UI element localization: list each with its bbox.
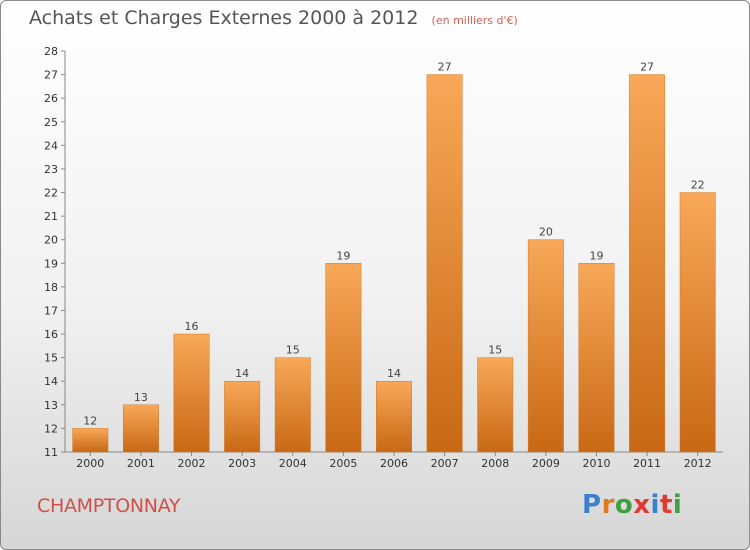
x-tick-label: 2006 <box>380 457 408 470</box>
y-tick-label: 14 <box>44 375 58 388</box>
proxiti-logo: Proxiti <box>582 490 682 520</box>
y-tick-label: 19 <box>44 257 58 270</box>
bar <box>224 380 261 453</box>
bar <box>173 333 210 453</box>
title-text: Achats et Charges Externes 2000 à 2012 <box>29 7 419 29</box>
x-tick-label: 2004 <box>279 457 307 470</box>
y-tick-label: 23 <box>44 163 58 176</box>
bar <box>527 239 564 453</box>
bar-value-label: 16 <box>185 320 199 333</box>
y-tick-label: 26 <box>44 92 58 105</box>
bar-value-label: 20 <box>539 226 553 239</box>
y-tick-label: 21 <box>44 210 58 223</box>
y-tick-label: 13 <box>44 399 58 412</box>
y-tick-label: 17 <box>44 304 58 317</box>
bar <box>72 428 109 453</box>
y-tick-label: 28 <box>44 45 58 58</box>
y-tick-label: 24 <box>44 139 58 152</box>
bar-value-label: 15 <box>488 344 502 357</box>
x-tick-label: 2001 <box>127 457 155 470</box>
chart-labels: 12 2000 13 2001 16 2002 14 2003 15 2004 19 2005 14 20… <box>76 61 711 470</box>
bar-value-label: 27 <box>438 61 452 74</box>
y-tick-label: 22 <box>44 187 58 200</box>
bar <box>679 192 716 453</box>
x-tick-label: 2009 <box>532 457 560 470</box>
bar-value-label: 15 <box>286 344 300 357</box>
chart-title: Achats et Charges Externes 2000 à 2012 (… <box>29 7 518 29</box>
bar <box>274 357 311 453</box>
bar-value-label: 12 <box>83 414 97 427</box>
x-tick-label: 2005 <box>329 457 357 470</box>
title-unit: (en milliers d'€) <box>431 14 518 27</box>
bar <box>376 380 412 453</box>
logo-letter: i <box>650 490 660 520</box>
y-tick-label: 11 <box>44 446 58 459</box>
bar <box>426 74 463 453</box>
y-tick-label: 15 <box>44 352 58 365</box>
bar-value-label: 19 <box>589 249 603 262</box>
x-tick-label: 2003 <box>228 457 256 470</box>
y-tick-label: 18 <box>44 281 58 294</box>
logo-letter: i <box>672 490 683 520</box>
bar-value-label: 13 <box>134 391 148 404</box>
bar <box>578 263 615 453</box>
logo-letter: x <box>633 490 651 520</box>
y-tick-label: 16 <box>44 328 58 341</box>
y-tick-label: 27 <box>44 69 58 82</box>
x-tick-label: 2011 <box>633 457 661 470</box>
logo-letter: t <box>659 490 673 520</box>
x-tick-label: 2008 <box>481 457 509 470</box>
bar <box>629 74 666 453</box>
bar-value-label: 14 <box>235 367 249 380</box>
logo-letter: P <box>582 490 602 520</box>
bar <box>325 263 362 453</box>
logo-letter: o <box>614 490 634 520</box>
y-tick-label: 12 <box>44 422 58 435</box>
logo-letter: r <box>601 490 615 520</box>
x-tick-label: 2000 <box>76 457 104 470</box>
x-tick-label: 2010 <box>582 457 610 470</box>
x-tick-label: 2002 <box>178 457 206 470</box>
bar <box>477 357 514 453</box>
bar-value-label: 19 <box>336 249 350 262</box>
bar <box>122 404 159 453</box>
bar-value-label: 22 <box>691 179 705 192</box>
commune-name: CHAMPTONNAY <box>37 495 181 517</box>
y-tick-label: 20 <box>44 234 58 247</box>
chart-bars <box>72 74 716 453</box>
y-tick-label: 25 <box>44 116 58 129</box>
bar-value-label: 14 <box>387 367 401 380</box>
bar-value-label: 27 <box>640 61 654 74</box>
x-tick-label: 2007 <box>431 457 459 470</box>
x-tick-label: 2012 <box>684 457 712 470</box>
